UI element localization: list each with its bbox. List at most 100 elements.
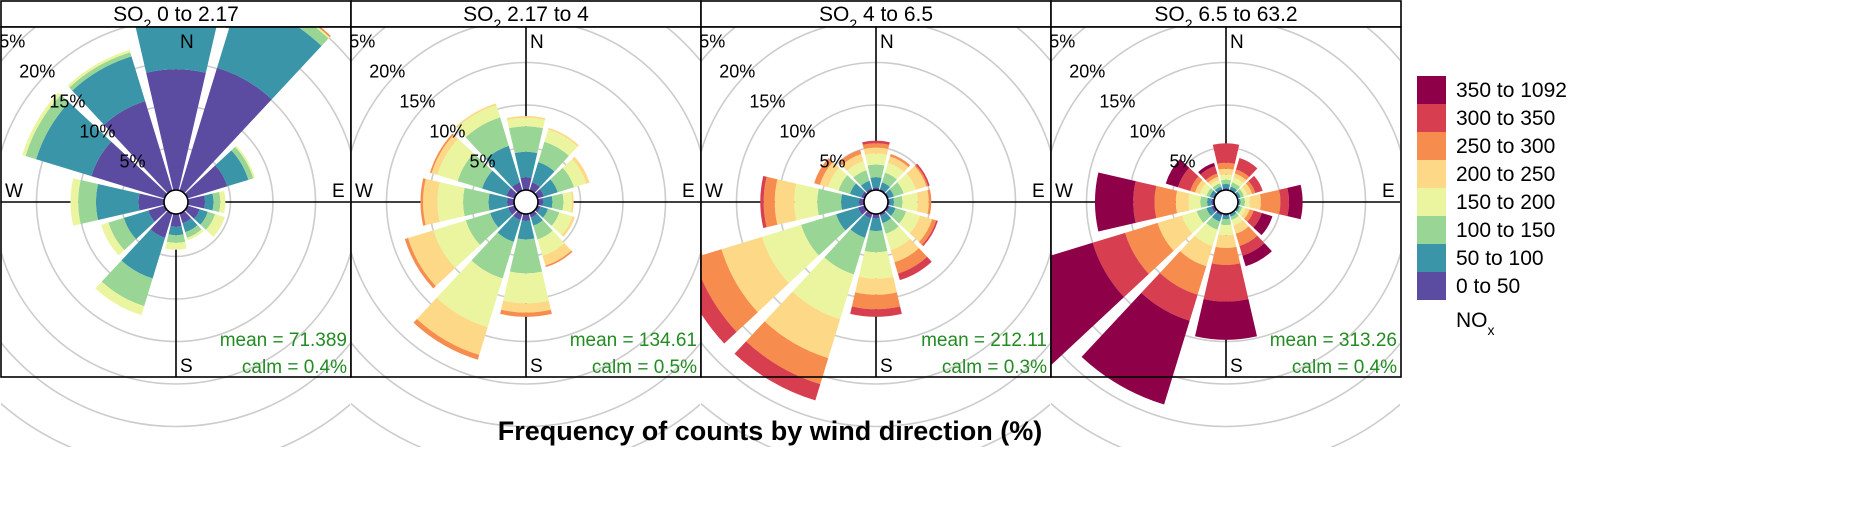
- wedge-dir270-bin3: [1200, 196, 1208, 208]
- legend-swatch-1: [1417, 76, 1446, 104]
- wedge-dir210-bin6: [413, 318, 480, 360]
- compass-east: E: [1032, 181, 1045, 202]
- wedge-dir120-bin1: [184, 205, 200, 219]
- wedge-dir300-bin1: [506, 188, 518, 199]
- wedge-dir270-bin2: [95, 184, 140, 220]
- wedge-dir240-bin6: [701, 249, 758, 332]
- radial-label-15: 15%: [49, 91, 85, 111]
- grid-ring-25: [1051, 27, 1400, 428]
- wedge-dir300-bin4: [22, 92, 61, 156]
- wedge-dir180-bin2: [1222, 215, 1230, 220]
- wedge-dir240-bin2: [123, 210, 155, 240]
- mean-label: mean = 212.11: [921, 330, 1047, 351]
- compass-east: E: [1382, 181, 1395, 202]
- wedge-dir300-bin6: [1190, 176, 1203, 193]
- wedge-dir0-bin4: [865, 153, 887, 166]
- radial-label-5: 5%: [819, 152, 845, 172]
- wedge-dir210-bin5: [416, 297, 488, 355]
- compass-south: S: [880, 356, 893, 377]
- wedge-dir150-bin5: [542, 243, 572, 266]
- wedge-dir210-bin4: [792, 257, 854, 320]
- wedge-dir150-bin2: [530, 213, 543, 226]
- wedge-dir210-bin2: [850, 214, 871, 238]
- wedge-dir210-bin2: [1212, 212, 1222, 222]
- wedge-dir90-bin4: [1244, 196, 1250, 208]
- wedge-dir90-bin8: [1287, 184, 1303, 220]
- wedge-dir180-bin5: [1215, 234, 1237, 248]
- wedge-dir330-bin6: [838, 149, 862, 166]
- panel-title: SO2 2.17 to 4: [463, 3, 589, 32]
- wedge-dir120-bin3: [542, 208, 560, 226]
- wedge-dir240-bin2: [836, 207, 863, 231]
- wedge-dir150-bin4: [537, 230, 565, 256]
- wedge-dir0-bin5: [1218, 168, 1234, 176]
- wedge-dir300-bin4: [1199, 183, 1212, 197]
- wedge-dir0-bin3: [1221, 179, 1231, 185]
- wedge-dir150-bin7: [897, 256, 932, 281]
- wedge-dir0-bin4: [1219, 174, 1233, 181]
- grid-ring-20: [1051, 27, 1400, 385]
- wedge-dir300-bin1: [861, 191, 868, 199]
- wedge-dir150-bin6: [1235, 226, 1258, 246]
- legend-swatch-8: [1417, 272, 1446, 300]
- wedge-dir30-bin5: [887, 156, 909, 173]
- wedge-dir120-bin7: [1247, 210, 1262, 228]
- grid-ring-25: [1, 27, 350, 428]
- wedge-dir60-bin4: [235, 145, 255, 179]
- mean-label: mean = 134.61: [570, 330, 697, 351]
- wedge-dir240-bin2: [1206, 206, 1215, 216]
- wedge-dir30-bin4: [1231, 177, 1244, 188]
- calm-label: calm = 0.4%: [242, 357, 347, 378]
- wedge-dir330-bin4: [1210, 179, 1221, 188]
- wedge-dir240-bin3: [108, 217, 137, 251]
- wedge-dir180-bin2: [517, 220, 535, 240]
- wedge-dir240-bin5: [1157, 215, 1193, 251]
- wedge-dir270-bin7: [760, 175, 767, 229]
- wedge-dir210-bin3: [101, 260, 153, 307]
- wedge-dir90-bin3: [893, 196, 903, 208]
- wedge-dir300-bin2: [36, 102, 112, 177]
- legend-label-2: 300 to 350: [1456, 107, 1555, 130]
- wedge-dir90-bin3: [212, 192, 221, 212]
- wedge-dir270-bin6: [1154, 185, 1178, 219]
- wedge-dir150-bin3: [533, 220, 553, 240]
- wedge-dir240-bin1: [1211, 205, 1218, 213]
- wedge-dir240-bin2: [490, 207, 513, 228]
- calm-label: calm = 0.4%: [1292, 357, 1397, 378]
- compass-west: W: [1055, 181, 1073, 202]
- wedge-dir60-bin6: [1245, 181, 1256, 195]
- wedge-dir330-bin3: [465, 117, 509, 160]
- wedge-dir120-bin1: [534, 205, 541, 213]
- wedge-dir30-bin2: [531, 162, 555, 188]
- wedge-dir300-bin6: [429, 133, 454, 174]
- wedge-dir300-bin5: [431, 134, 459, 175]
- compass-north: N: [1230, 32, 1244, 53]
- wedge-dir150-bin6: [545, 250, 573, 268]
- center-hole: [1213, 189, 1239, 215]
- wedge-dir270-bin2: [841, 194, 860, 210]
- wedge-dir150-bin2: [880, 212, 892, 224]
- wedge-dir240-bin3: [1196, 207, 1212, 223]
- wedge-dir150-bin8: [1242, 243, 1272, 267]
- wedge-dir210-bin5: [764, 291, 841, 359]
- compass-west: W: [5, 181, 23, 202]
- wedge-dir120-bin5: [909, 215, 933, 243]
- wedge-dir150-bin4: [186, 229, 204, 241]
- radial-label-5: 5%: [469, 152, 495, 172]
- wedge-dir0-bin2: [135, 27, 217, 73]
- wedge-dir30-bin5: [548, 127, 579, 147]
- wedge-dir180-bin1: [170, 213, 182, 227]
- radial-label-20: 20%: [1069, 61, 1105, 81]
- wedge-dir150-bin2: [1229, 211, 1237, 217]
- radial-label-25: 25%: [1039, 31, 1075, 51]
- wedge-dir60-bin2: [215, 150, 249, 187]
- wedge-dir30-bin6: [1234, 169, 1250, 181]
- wedge-dir0-bin2: [870, 177, 882, 188]
- wedge-dir300-bin8: [1165, 159, 1190, 188]
- wedge-dir270-bin1: [138, 193, 165, 211]
- wedge-dir60-bin4: [897, 173, 916, 194]
- wedge-dir60-bin4: [562, 159, 587, 188]
